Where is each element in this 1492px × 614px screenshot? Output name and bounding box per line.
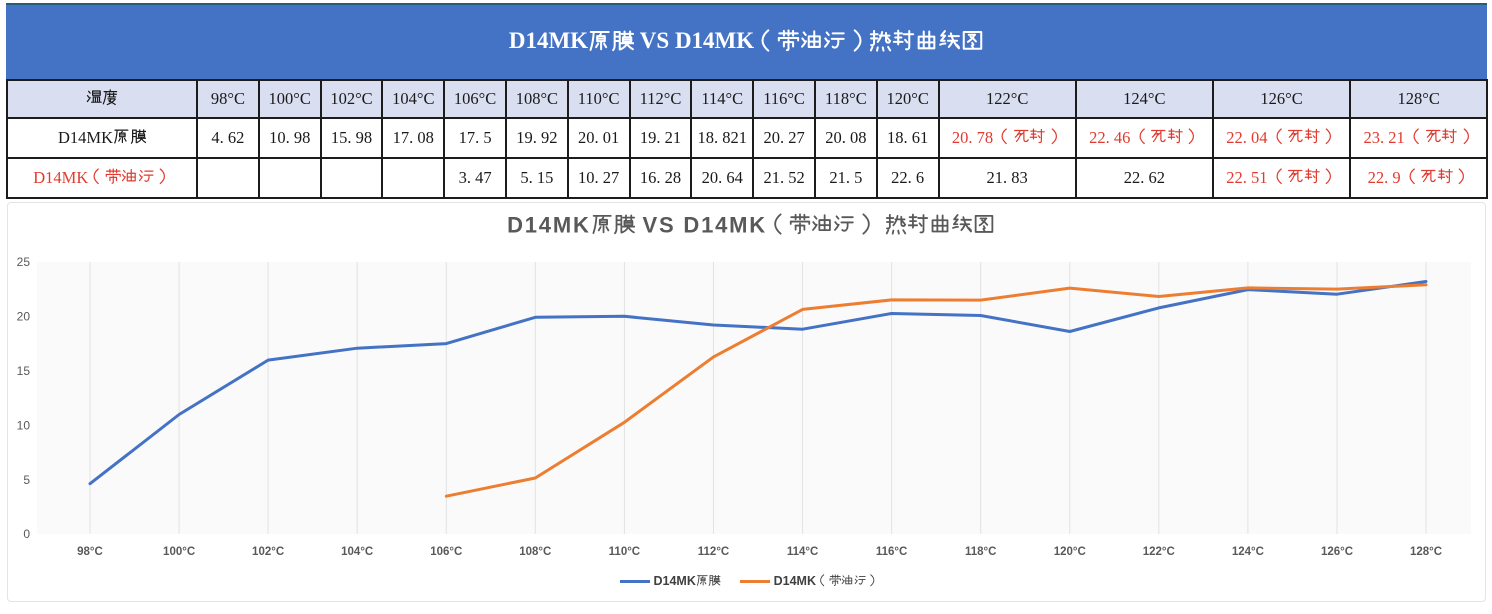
svg-text:102°C: 102°C [252, 546, 284, 558]
svg-text:122°C: 122°C [1143, 546, 1175, 558]
svg-text:104°C: 104°C [341, 546, 373, 558]
svg-text:114°C: 114°C [787, 546, 818, 558]
svg-text:10: 10 [17, 418, 31, 432]
svg-text:100°C: 100°C [163, 546, 195, 558]
svg-text:116°C: 116°C [876, 546, 907, 558]
svg-text:120°C: 120°C [1054, 546, 1086, 558]
svg-text:106°C: 106°C [430, 546, 462, 558]
svg-text:25: 25 [17, 255, 31, 269]
svg-text:15: 15 [17, 364, 31, 378]
svg-text:108°C: 108°C [519, 546, 551, 558]
svg-text:110°C: 110°C [609, 546, 640, 558]
svg-text:20: 20 [17, 310, 31, 324]
svg-text:0: 0 [23, 527, 30, 541]
svg-text:128°C: 128°C [1410, 546, 1442, 558]
svg-text:112°C: 112°C [698, 546, 729, 558]
svg-text:5: 5 [23, 473, 30, 487]
svg-text:126°C: 126°C [1321, 546, 1353, 558]
svg-text:98°C: 98°C [77, 546, 103, 558]
svg-text:124°C: 124°C [1232, 546, 1264, 558]
svg-text:118°C: 118°C [965, 546, 996, 558]
